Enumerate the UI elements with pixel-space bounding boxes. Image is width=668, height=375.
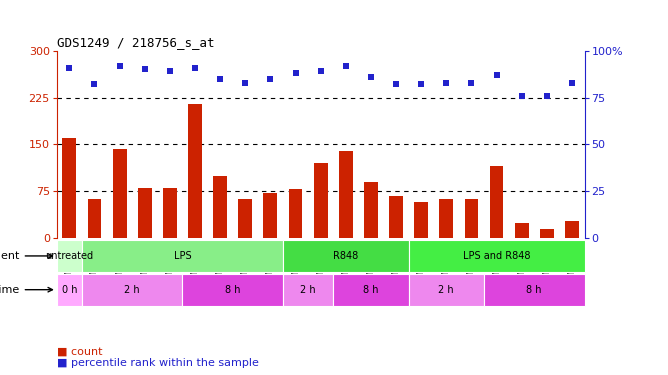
- Text: 8 h: 8 h: [225, 285, 240, 295]
- Bar: [414, 202, 428, 238]
- Text: LPS and R848: LPS and R848: [463, 251, 530, 261]
- Bar: [289, 189, 303, 238]
- Point: [315, 68, 326, 74]
- Text: 8 h: 8 h: [526, 285, 542, 295]
- Text: 0 h: 0 h: [61, 285, 77, 295]
- Bar: [409, 274, 484, 306]
- Bar: [283, 240, 409, 272]
- Text: 2 h: 2 h: [124, 285, 140, 295]
- Point: [64, 64, 75, 70]
- Point: [140, 66, 150, 72]
- Text: 2 h: 2 h: [300, 285, 316, 295]
- Bar: [163, 188, 177, 238]
- Text: ■ count: ■ count: [57, 346, 102, 356]
- Bar: [314, 163, 327, 238]
- Bar: [389, 196, 403, 238]
- Text: agent: agent: [0, 251, 20, 261]
- Point: [516, 93, 527, 99]
- Point: [415, 81, 426, 87]
- Bar: [540, 229, 554, 238]
- Point: [190, 64, 200, 70]
- Point: [215, 76, 226, 82]
- Bar: [283, 274, 333, 306]
- Point: [542, 93, 552, 99]
- Bar: [333, 274, 409, 306]
- Bar: [57, 274, 82, 306]
- Bar: [57, 240, 82, 272]
- Text: 2 h: 2 h: [438, 285, 454, 295]
- Text: R848: R848: [333, 251, 359, 261]
- Bar: [484, 274, 584, 306]
- Bar: [82, 240, 283, 272]
- Text: LPS: LPS: [174, 251, 191, 261]
- Bar: [409, 240, 584, 272]
- Point: [566, 80, 577, 86]
- Bar: [515, 222, 528, 238]
- Point: [114, 63, 125, 69]
- Point: [290, 70, 301, 76]
- Bar: [364, 182, 378, 238]
- Text: ■ percentile rank within the sample: ■ percentile rank within the sample: [57, 357, 259, 368]
- Bar: [490, 166, 504, 238]
- Bar: [238, 199, 252, 238]
- Bar: [263, 192, 277, 238]
- Point: [466, 80, 477, 86]
- Bar: [88, 199, 102, 238]
- Point: [491, 72, 502, 78]
- Bar: [440, 200, 453, 238]
- Bar: [62, 138, 76, 238]
- Point: [240, 80, 250, 86]
- Point: [89, 81, 100, 87]
- Text: untreated: untreated: [45, 251, 94, 261]
- Point: [341, 63, 351, 69]
- Bar: [82, 274, 182, 306]
- Bar: [213, 176, 227, 238]
- Point: [365, 74, 376, 80]
- Bar: [182, 274, 283, 306]
- Point: [164, 68, 175, 74]
- Bar: [188, 104, 202, 238]
- Text: 8 h: 8 h: [363, 285, 379, 295]
- Bar: [565, 220, 579, 238]
- Bar: [113, 149, 126, 238]
- Text: GDS1249 / 218756_s_at: GDS1249 / 218756_s_at: [57, 36, 214, 50]
- Text: time: time: [0, 285, 20, 295]
- Bar: [339, 151, 353, 238]
- Point: [441, 80, 452, 86]
- Point: [265, 76, 276, 82]
- Point: [391, 81, 401, 87]
- Bar: [464, 200, 478, 238]
- Bar: [138, 188, 152, 238]
